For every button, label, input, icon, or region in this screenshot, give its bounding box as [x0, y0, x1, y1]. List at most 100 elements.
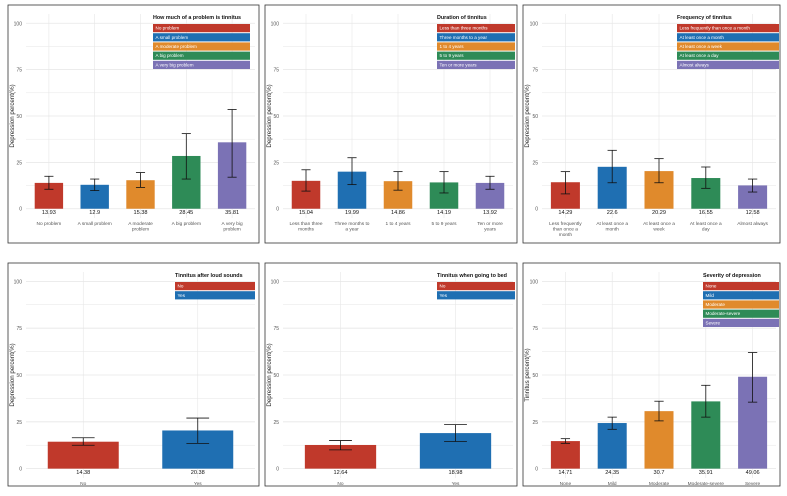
legend-label: Yes: [178, 293, 186, 298]
x-tick-label: Yes: [194, 481, 202, 487]
y-axis-title: Depression percent(%): [266, 84, 273, 147]
legend-swatch: [437, 60, 515, 69]
y-tick-label: 100: [271, 21, 280, 27]
bar-value-label: 12.58: [746, 210, 760, 216]
legend: How much of a problem is tinnitus No prob…: [153, 15, 250, 69]
y-tick-label: 100: [14, 279, 23, 285]
y-tick-label: 100: [530, 21, 539, 27]
bar-1: [304, 444, 377, 469]
bar-5: [738, 185, 768, 209]
bar-value-label: 49.06: [746, 470, 760, 476]
y-tick-label: 0: [19, 467, 22, 473]
y-tick-label: 50: [532, 114, 538, 120]
legend-swatch: [437, 24, 515, 33]
bar-value-label: 20.38: [191, 470, 205, 476]
x-tick-label: No: [80, 481, 86, 487]
y-tick-label: 0: [276, 207, 279, 213]
legend-swatch: [437, 51, 515, 60]
legend-title: Tinnitus when going to bed: [437, 273, 507, 279]
x-tick-label: Severe: [745, 481, 761, 487]
y-tick-label: 75: [16, 326, 22, 332]
legend-swatch: [703, 318, 779, 327]
x-tick-label: Moderate: [649, 481, 670, 487]
y-axis-title: Depression percent(%): [9, 343, 16, 406]
legend-title: Severity of depression: [703, 273, 761, 279]
x-tick-label: At least once a week: [643, 221, 675, 233]
chart-panel-6: 0 25 50 75 100 Tinnitus percent(%) 14.71 24.35 3…: [522, 262, 781, 487]
legend-label: Ten or more years: [440, 62, 478, 67]
bar-value-label: 12.64: [334, 470, 348, 476]
x-tick-label: No problem: [37, 221, 62, 227]
x-tick-label: At least once a month: [596, 221, 628, 233]
bar-value-label: 14.29: [558, 210, 572, 216]
y-axis-title: Depression percent(%): [524, 84, 531, 147]
legend-label: Almost always: [680, 62, 710, 67]
legend-label: A big problem: [156, 53, 184, 58]
error-bars: [560, 149, 758, 195]
y-tick-label: 75: [532, 326, 538, 332]
legend-swatch: [677, 51, 779, 60]
y-tick-label: 50: [16, 114, 22, 120]
bar-value-label: 22.6: [607, 210, 618, 216]
legend-label: At least once a day: [680, 53, 720, 58]
y-axis-title: Depression percent(%): [9, 84, 16, 147]
legend-swatch: [703, 309, 779, 318]
x-tick-label: Less frequently than once a month: [549, 221, 582, 238]
y-tick-label: 50: [532, 373, 538, 379]
error-bars: [301, 157, 495, 194]
y-tick-label: 100: [530, 279, 539, 285]
x-tick-label: No: [337, 481, 343, 487]
bar-value-label: 24.35: [605, 470, 619, 476]
y-axis-title: Tinnitus percent(%): [524, 348, 531, 401]
legend-label: Moderate-severe: [706, 311, 741, 316]
bar-value-label: 20.29: [652, 210, 666, 216]
y-tick-label: 75: [273, 326, 279, 332]
error-bars: [71, 417, 210, 446]
legend-label: A moderate problem: [156, 44, 198, 49]
bar-1: [47, 441, 119, 469]
bar-value-label: 16.55: [699, 210, 713, 216]
legend-swatch: [437, 33, 515, 42]
y-tick-label: 50: [273, 373, 279, 379]
legend-label: Moderate: [706, 302, 726, 307]
y-tick-label: 25: [273, 160, 279, 166]
bar-value-label: 14.38: [76, 470, 90, 476]
x-tick-label: Yes: [452, 481, 460, 487]
chart-panel-5: 0 25 50 75 100 Depression percent(%) 12.64 18.9…: [264, 262, 518, 487]
legend-label: Three months to a year: [440, 35, 488, 40]
y-tick-label: 75: [16, 68, 22, 74]
x-tick-label: A small problem: [78, 221, 112, 227]
legend-title: Tinnitus after loud sounds: [175, 273, 243, 279]
bar-value-label: 35.81: [225, 210, 239, 216]
bar-value-label: 35.91: [699, 470, 713, 476]
y-tick-label: 50: [16, 373, 22, 379]
legend-label: At least once a month: [680, 35, 725, 40]
legend-label: A very big problem: [156, 62, 194, 67]
legend-swatch: [677, 24, 779, 33]
legend-swatch: [703, 282, 779, 291]
legend-swatch: [677, 60, 779, 69]
x-tick-label: 1 to 4 years: [385, 221, 411, 227]
y-tick-label: 25: [16, 160, 22, 166]
x-tick-label: None: [560, 481, 572, 487]
legend-label: No problem: [156, 26, 180, 31]
y-tick-label: 75: [273, 68, 279, 74]
legend-swatch: [437, 291, 515, 300]
y-tick-label: 25: [16, 420, 22, 426]
legend-label: None: [706, 284, 717, 289]
bar-value-label: 13.92: [483, 210, 497, 216]
chart-panel-3: 0 25 50 75 100 Depression percent(%) 14.29 22.6…: [522, 4, 781, 244]
bar-value-label: 15.04: [299, 210, 313, 216]
legend-swatch: [703, 300, 779, 309]
legend-swatch: [437, 42, 515, 51]
bar-value-label: 13.93: [42, 210, 56, 216]
legend-swatch: [153, 24, 250, 33]
legend: Frequency of tinnitus Less frequently tha…: [677, 15, 779, 69]
bar-value-label: 12.9: [89, 210, 100, 216]
x-tick-label: 5 to 9 years: [431, 221, 457, 227]
legend-label: At least once a week: [680, 44, 723, 49]
legend-label: 1 to 4 years: [440, 44, 465, 49]
legend-swatch: [153, 51, 250, 60]
